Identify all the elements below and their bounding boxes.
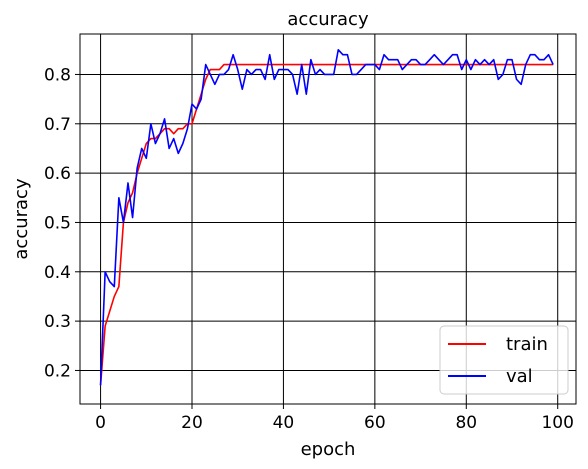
- x-tick-label: 60: [364, 413, 386, 433]
- y-tick-label: 0.3: [44, 312, 71, 332]
- legend-box: [439, 325, 569, 395]
- y-tick-label: 0.2: [44, 361, 71, 381]
- x-tick-label: 20: [181, 413, 203, 433]
- y-tick-label: 0.8: [44, 65, 71, 85]
- x-tick-label: 40: [273, 413, 295, 433]
- y-axis-ticks: 0.2 0.3 0.4 0.5 0.6 0.7 0.8: [44, 65, 80, 381]
- y-tick-label: 0.5: [44, 213, 71, 233]
- x-tick-label: 80: [455, 413, 477, 433]
- x-axis-title: epoch: [301, 439, 356, 460]
- y-axis-title: accuracy: [11, 178, 32, 260]
- x-axis-ticks: 0 20 40 60 80 100: [95, 404, 574, 433]
- chart-title: accuracy: [287, 9, 369, 30]
- series-line-val: [99, 48, 554, 386]
- legend-label-train: train: [506, 334, 548, 355]
- x-tick-label: 100: [541, 413, 573, 433]
- y-tick-label: 0.6: [44, 164, 71, 184]
- x-tick-label: 0: [95, 413, 106, 433]
- legend: train val: [439, 325, 569, 395]
- plot-area-frame: [79, 33, 577, 405]
- y-tick-label: 0.4: [44, 263, 71, 283]
- series-lines: [99, 48, 554, 386]
- legend-label-val: val: [506, 366, 533, 387]
- series-line-train: [99, 63, 554, 386]
- y-tick-label: 0.7: [44, 115, 71, 135]
